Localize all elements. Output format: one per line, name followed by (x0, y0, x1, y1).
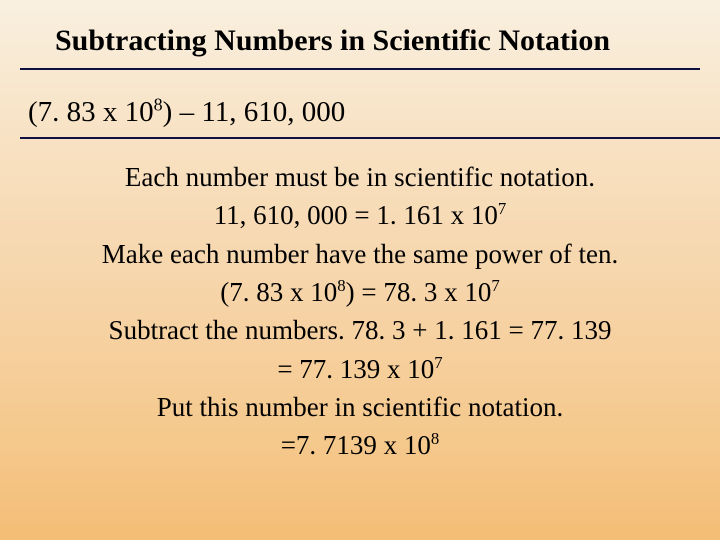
step-line-6a: = 77. 139 x 10 (277, 354, 434, 384)
step-line-4: (7. 83 x 108) = 78. 3 x 107 (0, 273, 720, 311)
step-line-6: = 77. 139 x 107 (0, 350, 720, 388)
step-line-4-exp2: 7 (491, 276, 499, 295)
expr-post: ) – 11, 610, 000 (163, 96, 346, 128)
step-line-8a: =7. 7139 x 10 (281, 430, 431, 460)
step-line-1: Each number must be in scientific notati… (0, 158, 720, 196)
step-line-3: Make each number have the same power of … (0, 235, 720, 273)
step-line-2-exp: 7 (498, 199, 506, 218)
main-expression: (7. 83 x 108) – 11, 610, 000 (28, 96, 345, 129)
step-line-6-exp: 7 (434, 353, 442, 372)
step-line-5: Subtract the numbers. 78. 3 + 1. 161 = 7… (0, 311, 720, 349)
step-line-4a: (7. 83 x 10 (220, 277, 337, 307)
step-line-8-exp: 8 (431, 429, 439, 448)
step-line-4-exp1: 8 (337, 276, 345, 295)
slide-title-text: Subtracting Numbers in Scientific Notati… (55, 24, 610, 57)
step-line-8: =7. 7139 x 108 (0, 426, 720, 464)
step-line-4b: ) = 78. 3 x 10 (346, 277, 492, 307)
steps-block: Each number must be in scientific notati… (0, 158, 720, 465)
step-line-7: Put this number in scientific notation. (0, 388, 720, 426)
step-line-2a: 11, 610, 000 = 1. 161 x 10 (214, 200, 498, 230)
expr-exponent: 8 (154, 94, 163, 114)
expr-pre: (7. 83 x 10 (28, 96, 154, 128)
step-line-2: 11, 610, 000 = 1. 161 x 107 (0, 196, 720, 234)
slide-title: Subtracting Numbers in Scientific Notati… (0, 24, 720, 58)
